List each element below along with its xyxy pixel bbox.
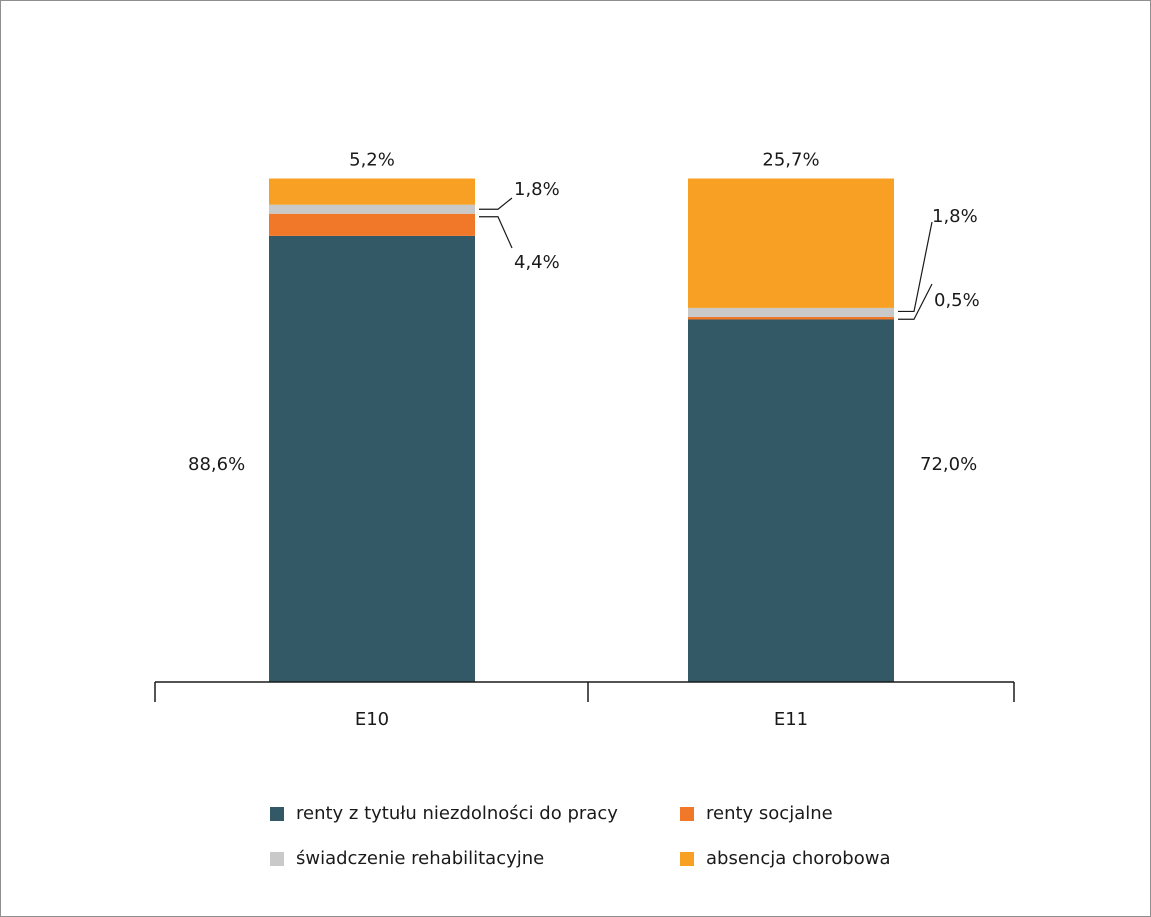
- bar-segment: [688, 307, 894, 317]
- legend-label: renty socjalne: [706, 803, 833, 824]
- data-label: 72,0%: [920, 454, 977, 475]
- bar-segment: [269, 178, 475, 205]
- legend-swatch: [680, 851, 694, 866]
- data-label: 4,4%: [514, 252, 560, 273]
- label-leader-line: [898, 283, 933, 320]
- legend-swatch: [680, 806, 694, 821]
- legend-item-renty-niezdolnosc: renty z tytułu niezdolności do pracy: [270, 803, 618, 824]
- data-label: 1,8%: [932, 206, 978, 227]
- bar-segment: [269, 204, 475, 214]
- x-tick-label: E11: [774, 709, 808, 730]
- bar-segment: [269, 235, 475, 683]
- label-leader-line: [479, 197, 513, 210]
- label-leader-line: [479, 216, 513, 249]
- label-leader-line: [898, 221, 933, 313]
- data-label: 88,6%: [188, 454, 245, 475]
- bar-segment: [688, 178, 894, 308]
- data-label: 25,7%: [762, 150, 819, 171]
- x-tick-label: E10: [355, 709, 389, 730]
- bar-segment: [688, 319, 894, 682]
- legend-label: renty z tytułu niezdolności do pracy: [296, 803, 618, 824]
- data-label: 5,2%: [349, 150, 395, 171]
- legend-item-renty-socjalne: renty socjalne: [680, 803, 833, 824]
- bar-segment: [688, 316, 894, 320]
- legend-swatch: [270, 851, 284, 866]
- legend-label: absencja chorobowa: [706, 848, 891, 869]
- bar-segment: [269, 213, 475, 236]
- x-tick-labels: E10 E11: [355, 709, 808, 730]
- x-axis: [154, 681, 1015, 702]
- data-label: 0,5%: [934, 290, 980, 311]
- legend-label: świadczenie rehabilitacyjne: [296, 848, 545, 869]
- data-labels-group: 5,2% 88,6% 1,8% 4,4% 25,7% 72,0% 1,8% 0,5%: [188, 150, 980, 476]
- legend-item-absencja-chorobowa: absencja chorobowa: [680, 848, 891, 869]
- legend-item-swiadczenie-rehabilitacyjne: świadczenie rehabilitacyjne: [270, 848, 544, 869]
- legend-swatch: [270, 806, 284, 821]
- data-label: 1,8%: [514, 179, 560, 200]
- bars-group: [269, 178, 894, 683]
